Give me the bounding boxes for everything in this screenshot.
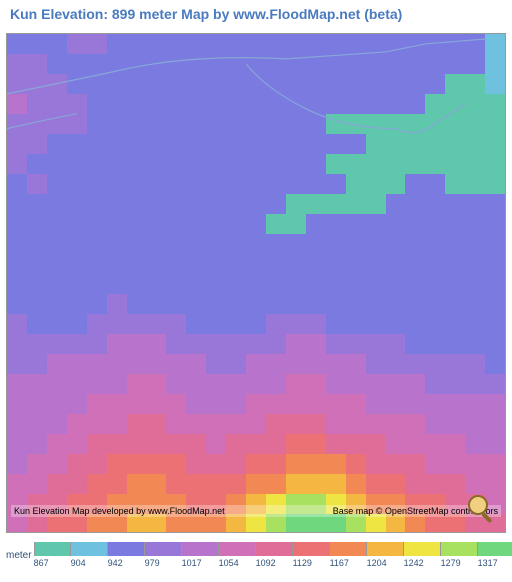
legend-swatch [108,542,145,556]
legend-value: 1317 [478,558,512,568]
legend-value: 1204 [367,558,404,568]
legend-swatch [293,542,330,556]
map-credits: Kun Elevation Map developed by www.Flood… [11,505,501,517]
legend-item: 1317 [478,542,512,568]
legend-item: 979 [145,542,182,568]
legend-value: 1054 [219,558,256,568]
legend-value: 1279 [441,558,478,568]
legend-item: 1279 [441,542,478,568]
page-title: Kun Elevation: 899 meter Map by www.Floo… [0,0,512,28]
legend-item: 904 [71,542,108,568]
legend-value: 867 [34,558,71,568]
legend-swatch [330,542,367,556]
credits-left: Kun Elevation Map developed by www.Flood… [14,506,225,516]
legend-value: 979 [145,558,182,568]
legend-item: 867 [34,542,71,568]
legend-item: 942 [108,542,145,568]
legend-unit-label: meter [6,550,32,561]
legend-swatch [182,542,219,556]
legend-item: 1054 [219,542,256,568]
legend-item: 1242 [404,542,441,568]
legend-swatch [478,542,512,556]
elevation-legend: meter 8679049429791017105410921129116712… [0,538,512,572]
legend-value: 1017 [182,558,219,568]
legend-swatch [441,542,478,556]
legend-swatch [71,542,108,556]
legend-item: 1204 [367,542,404,568]
legend-value: 1167 [330,558,367,568]
legend-value: 1092 [256,558,293,568]
legend-swatch [367,542,404,556]
legend-swatch [145,542,182,556]
legend-item: 1167 [330,542,367,568]
legend-value: 904 [71,558,108,568]
legend-item: 1092 [256,542,293,568]
legend-swatch [219,542,256,556]
legend-item: 1017 [182,542,219,568]
legend-value: 942 [108,558,145,568]
legend-item: 1129 [293,542,330,568]
legend-value: 1129 [293,558,330,568]
legend-swatch [34,542,71,556]
legend-value: 1242 [404,558,441,568]
elevation-grid [7,34,505,532]
elevation-map: Kun Elevation Map developed by www.Flood… [6,33,506,533]
legend-swatch [404,542,441,556]
magnifier-icon[interactable] [465,492,497,524]
legend-swatch [256,542,293,556]
